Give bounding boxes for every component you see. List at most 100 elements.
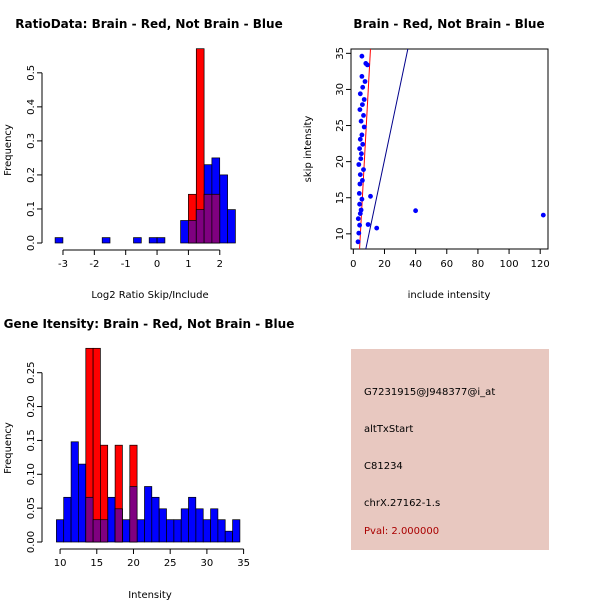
gene-x-tick-label: 20: [127, 558, 140, 569]
scatter-point: [365, 222, 371, 227]
ratio-not-brain-bar: [219, 174, 228, 244]
scatter-point: [359, 74, 365, 79]
gene-y-tick-label: 0.25: [26, 362, 37, 384]
scatter-x-tick-label: 0: [350, 259, 356, 270]
gene-y-tick-label: 0.00: [26, 531, 37, 553]
gene-not-brain-bar: [107, 496, 116, 543]
scatter-point: [361, 167, 366, 173]
scatter-plot-area: [355, 49, 546, 249]
scatter-panel: Brain - Red, Not Brain - Blue include in…: [303, 17, 550, 301]
scatter-x-tick-label: 40: [409, 259, 422, 270]
ratio-not-brain-bar: [54, 237, 64, 244]
scatter-point: [540, 212, 546, 218]
gene-not-brain-bar: [136, 519, 145, 543]
ratio-overlap-bar: [195, 209, 205, 244]
scatter-plot-box: [350, 48, 549, 250]
probe-id-text: G7231915@J948377@i_at: [364, 387, 496, 398]
scatter-point: [413, 208, 418, 214]
gene-x-tick-label: 30: [201, 558, 214, 569]
ratio-not-brain-bar: [227, 209, 236, 244]
gene-x-tick-label: 10: [54, 558, 67, 569]
scatter-point: [363, 61, 369, 66]
event-type-text: altTxStart: [364, 424, 414, 435]
ratio-y-tick-label: 0.0: [26, 235, 37, 251]
scatter-point: [358, 156, 364, 162]
scatter-xlabel: include intensity: [408, 290, 491, 301]
ratio-x-tick-label: 0: [154, 259, 160, 270]
scatter-x-tick-label: 100: [500, 259, 519, 270]
scatter-x-tick-label: 80: [472, 259, 485, 270]
scatter-point: [359, 151, 364, 157]
gene-y-tick-label: 0.15: [26, 429, 37, 451]
ratio-histogram-axes: -3 -2 -1 0 1 2 0.0 0.1 0.2 0.3 0.4 0.5: [26, 65, 223, 270]
gene-not-brain-bar: [56, 519, 65, 543]
ratio-histogram-ylabel: Frequency: [3, 124, 14, 176]
scatter-axes: 0 20 40 60 80 100 120 10 15 20 25 30 35: [335, 47, 550, 270]
gene-not-brain-bar: [158, 508, 167, 543]
ratio-not-brain-bar: [148, 237, 158, 244]
scatter-point: [374, 225, 380, 231]
scatter-y-tick-label: 25: [335, 119, 346, 132]
scatter-point: [357, 181, 363, 187]
scatter-point: [361, 124, 367, 130]
ratio-overlap-bar: [188, 220, 197, 244]
scatter-point: [368, 193, 373, 199]
gene-not-brain-bar: [70, 441, 79, 543]
scatter-point: [356, 162, 362, 167]
gene-overlap-bar: [100, 519, 109, 543]
gene-overlap-bar: [92, 519, 101, 543]
probe-info-panel: G7231915@J948377@i_at altTxStart C81234 …: [351, 349, 549, 550]
gene-overlap-bar: [129, 486, 138, 543]
gene-not-brain-bar: [195, 508, 204, 543]
scatter-point: [361, 97, 367, 102]
scatter-point: [359, 132, 365, 138]
gene-not-brain-bar: [78, 463, 87, 543]
gene-y-tick-label: 0.20: [26, 395, 37, 417]
scatter-point: [360, 102, 365, 107]
ratio-not-brain-bar: [156, 237, 166, 244]
scatter-point: [358, 207, 364, 213]
ratio-not-brain-bar: [133, 237, 142, 244]
gene-histogram-bars: [56, 347, 241, 543]
gene-not-brain-bar: [63, 496, 72, 543]
scatter-point: [359, 196, 365, 202]
ratio-x-tick-label: -2: [89, 259, 99, 270]
scatter-point: [357, 211, 363, 217]
scatter-point: [356, 230, 362, 236]
scatter-point: [362, 79, 368, 84]
gene-id-text: C81234: [364, 461, 403, 472]
location-text: chrX.27162-1.s: [364, 498, 441, 509]
scatter-x-tick-label: 20: [378, 259, 391, 270]
ratio-y-tick-label: 0.3: [26, 133, 37, 149]
ratio-x-tick-label: 1: [185, 259, 191, 270]
pval-text: Pval: 2.000000: [364, 526, 440, 537]
scatter-point: [357, 201, 362, 207]
scatter-point: [357, 222, 362, 228]
scatter-x-tick-label: 60: [440, 259, 453, 270]
ratio-histogram-title: RatioData: Brain - Red, Not Brain - Blue: [15, 17, 282, 31]
scatter-title: Brain - Red, Not Brain - Blue: [353, 17, 544, 31]
ratio-not-brain-bar: [101, 237, 111, 244]
scatter-y-tick-label: 30: [335, 83, 346, 96]
ratio-not-brain-bar: [180, 220, 189, 244]
ratio-x-tick-label: -1: [121, 259, 131, 270]
gene-not-brain-bar: [122, 519, 131, 543]
scatter-y-tick-label: 20: [335, 155, 346, 168]
gene-y-tick-label: 0.10: [26, 463, 37, 485]
ratio-x-tick-label: 2: [217, 259, 223, 270]
ratio-x-tick-label: -3: [58, 259, 68, 270]
gene-histogram-title: Gene Itensity: Brain - Red, Not Brain - …: [4, 317, 295, 331]
gene-brain-bar: [92, 347, 101, 543]
gene-not-brain-bar: [232, 519, 241, 543]
scatter-y-tick-label: 10: [335, 227, 346, 240]
scatter-point: [358, 118, 364, 124]
scatter-point: [360, 178, 365, 183]
not-brain-fit-line: [365, 49, 409, 249]
ratio-y-tick-label: 0.2: [26, 167, 37, 183]
scatter-marks: [355, 49, 546, 249]
ratio-y-tick-label: 0.5: [26, 65, 37, 81]
gene-overlap-bar: [114, 508, 123, 543]
scatter-y-tick-label: 15: [335, 191, 346, 204]
